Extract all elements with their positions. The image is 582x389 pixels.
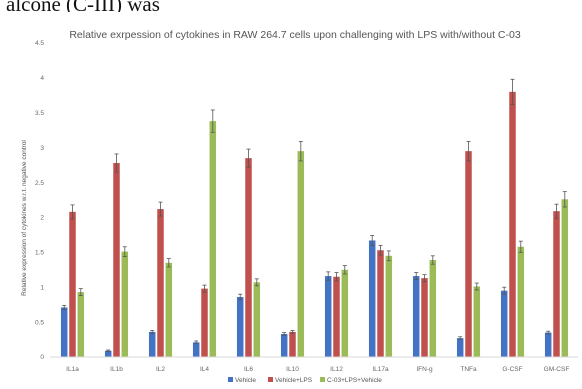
bar-vehicle-lps-il17a [377,250,384,357]
document-text: alcone (C-III) was [6,0,160,12]
bar-c-03-lps-vehicle-il1a [77,292,85,357]
legend-swatch [320,377,325,382]
bar-vehicle-il1b [104,350,112,357]
bar-c-03-lps-vehicle-ifn-g [429,260,437,357]
bar-vehicle-lps-il10 [289,331,296,357]
x-tick-label: TNFa [460,366,477,373]
bar-vehicle-il2 [148,331,156,357]
bar-vehicle-lps-il1b [113,163,120,357]
bar-vehicle-il1a [60,307,68,357]
bar-c-03-lps-vehicle-il17a [385,255,393,357]
y-axis-label: Relative expression of cytokines w.r.t. … [21,140,28,296]
x-tick-label: G-CSF [502,366,522,373]
chart-title: Relative exrpession of cytokines in RAW … [69,29,521,41]
bar-vehicle-il17a [368,240,376,357]
bar-vehicle-lps-il1a [69,211,76,357]
bar-c-03-lps-vehicle-tnfa [473,286,481,357]
bar-c-03-lps-vehicle-il1b [121,251,129,357]
x-tick-label: IL17a [372,366,389,373]
bar-c-03-lps-vehicle-il10 [297,151,305,357]
bar-vehicle-lps-tnfa [465,151,472,357]
bar-vehicle-lps-il6 [245,158,252,357]
bar-c-03-lps-vehicle-g-csf [517,246,525,357]
x-tick-label: IL1a [66,366,79,373]
y-tick-label: 1.5 [35,250,44,257]
legend-label: Vehicle+LPS [275,377,313,384]
bar-vehicle-il6 [236,296,244,357]
y-tick-label: 0.5 [35,319,44,326]
bar-vehicle-lps-il12 [333,276,340,357]
x-tick-label: IL10 [286,366,299,373]
bar-vehicle-lps-il4 [201,288,208,357]
bar-vehicle-il4 [192,342,200,357]
x-tick-label: IL4 [200,366,209,373]
bar-c-03-lps-vehicle-gm-csf [561,199,569,357]
legend-swatch [228,377,233,382]
bar-c-03-lps-vehicle-il2 [165,262,173,357]
y-tick-label: 0 [40,354,44,361]
bar-c-03-lps-vehicle-il6 [253,282,261,357]
bar-vehicle-lps-ifn-g [421,278,428,357]
bar-c-03-lps-vehicle-il12 [341,269,349,357]
document-text-fragment: alcone (C-III) was [0,0,582,12]
bar-vehicle-lps-g-csf [509,91,516,357]
y-tick-label: 2 [40,215,44,222]
y-tick-label: 3.5 [35,110,44,117]
bar-vehicle-g-csf [500,290,508,357]
x-tick-label: IL1b [110,366,123,373]
x-tick-label: IFN-g [416,366,433,373]
y-tick-label: 2.5 [35,180,44,187]
legend-label: Vehicle [235,377,256,384]
x-axis: IL1a IL1b IL2 IL4 IL6 IL10 IL12 IL17a IFN-g TNFa G… [50,356,578,373]
bar-vehicle-gm-csf [544,332,552,357]
bar-vehicle-il12 [324,276,332,357]
x-tick-label: GM-CSF [544,366,570,373]
legend: Vehicle Vehicle+LPS C-03+LPS+Vehicle [228,377,382,384]
bar-c-03-lps-vehicle-il4 [209,121,217,357]
y-tick-label: 1 [40,284,44,291]
x-tick-label: IL12 [330,366,343,373]
y-tick-label: 4 [40,75,44,82]
x-tick-label: IL6 [244,366,253,373]
legend-label: C-03+LPS+Vehicle [327,377,382,384]
y-tick-label: 3 [40,145,44,152]
x-tick-label: IL2 [156,366,165,373]
bar-vehicle-tnfa [456,338,464,357]
bar-series-group [60,78,569,357]
legend-swatch [268,377,273,382]
bar-vehicle-ifn-g [412,276,420,357]
bar-vehicle-il10 [280,333,288,357]
bar-vehicle-lps-il2 [157,209,164,357]
bar-vehicle-lps-gm-csf [553,211,560,357]
y-axis: 0 0.5 1 1.5 2 2.5 3 3.5 4 4.5 [35,40,44,361]
y-tick-label: 4.5 [35,40,44,47]
